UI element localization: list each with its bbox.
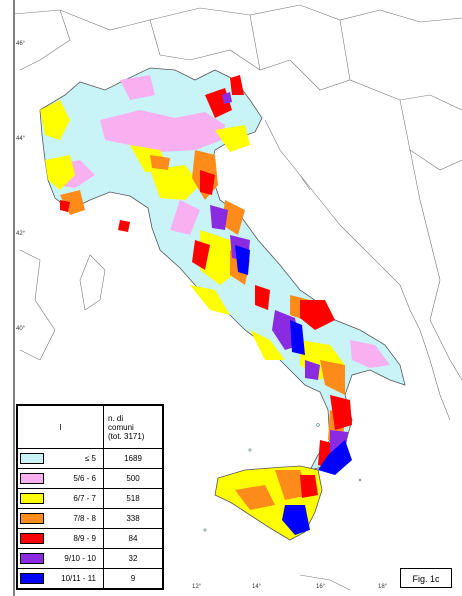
legend-count: 338 — [103, 508, 163, 529]
legend-count: 9 — [103, 568, 163, 589]
legend-count: 32 — [103, 548, 163, 569]
lon-label-14: 14° — [252, 584, 262, 590]
legend-header-count-line1: n. di — [108, 413, 124, 423]
lat-label-46: 46° — [16, 41, 26, 47]
legend-row: 8/9 - 9 84 — [17, 528, 163, 549]
legend-class-label: 8/9 - 9 — [73, 533, 96, 543]
lon-label-12: 12° — [192, 584, 202, 590]
background-borders — [13, 4, 462, 591]
legend-class-label: 10/11 - 11 — [61, 573, 96, 583]
legend-swatch — [20, 453, 44, 464]
legend-swatch — [20, 553, 44, 564]
legend-swatch — [20, 513, 44, 524]
legend-header-count-line3: (tot. 3171) — [108, 431, 145, 441]
legend-row: 7/8 - 8 338 — [17, 508, 163, 529]
class-10-11-areas — [235, 245, 352, 535]
legend-row: 10/11 - 11 9 — [17, 568, 163, 589]
islands — [203, 423, 362, 532]
lon-label-18: 18° — [378, 584, 388, 590]
legend: I n. di comuni (tot. 3171) ≤ 5 1689 5/6 … — [16, 404, 164, 590]
figure-label: Fig. 1c — [400, 568, 452, 588]
legend-row: 9/10 - 10 32 — [17, 548, 163, 569]
legend-class-label: 5/6 - 6 — [73, 473, 96, 483]
legend-swatch — [20, 493, 44, 504]
legend-count: 500 — [103, 468, 163, 489]
legend-header-count-line2: comuni — [108, 422, 134, 432]
legend-class-label: ≤ 5 — [84, 453, 96, 463]
lat-label-42: 42° — [16, 231, 26, 237]
lon-label-16: 16° — [316, 584, 326, 590]
lat-label-40: 40° — [16, 326, 26, 332]
legend-swatch — [20, 573, 44, 584]
legend-class-label: 6/7 - 7 — [73, 493, 96, 503]
legend-count: 84 — [103, 528, 163, 549]
legend-count: 1689 — [103, 448, 163, 469]
legend-row: 5/6 - 6 500 — [17, 468, 163, 489]
legend-class-label: 9/10 - 10 — [64, 553, 96, 563]
legend-row: ≤ 5 1689 — [17, 448, 163, 469]
legend-swatch — [20, 473, 44, 484]
legend-header-class: I — [17, 405, 104, 449]
legend-count: 518 — [103, 488, 163, 509]
legend-header-count: n. di comuni (tot. 3171) — [103, 405, 163, 449]
class-6-7-areas — [40, 100, 345, 380]
legend-swatch — [20, 533, 44, 544]
legend-class-label: 7/8 - 8 — [73, 513, 96, 523]
lat-label-44: 44° — [16, 136, 26, 142]
legend-row: 6/7 - 7 518 — [17, 488, 163, 509]
